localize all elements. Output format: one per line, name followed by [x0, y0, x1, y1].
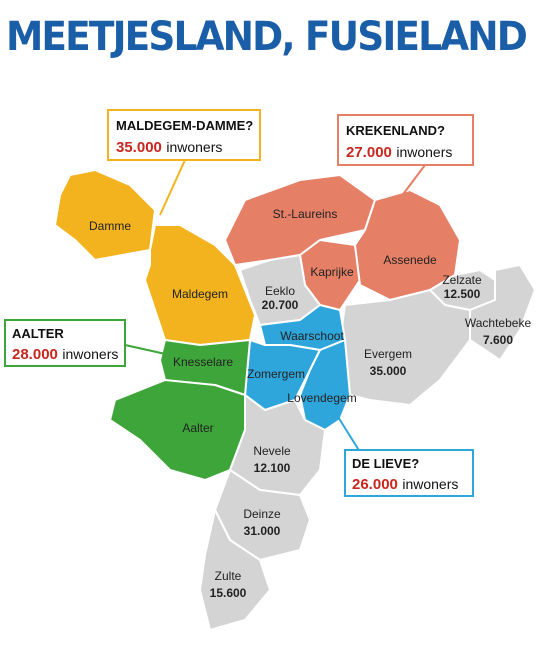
callout: KREKENLAND? 27.000 inwoners [337, 114, 474, 206]
label: Waarschoot [280, 329, 344, 343]
callout-unit: inwoners [402, 476, 458, 492]
callout-box [4, 319, 126, 367]
callout-number: 35.000 [116, 139, 162, 156]
callout: AALTER 28.000 inwoners [4, 319, 171, 367]
label: Deinze [243, 507, 281, 521]
callout-unit: inwoners [62, 346, 118, 362]
population: 20.700 [262, 298, 299, 312]
title: MEETJESLAND, FUSIELAND [6, 14, 527, 60]
label: Eeklo [265, 284, 295, 298]
population: 31.000 [244, 524, 281, 538]
label: Wachtebeke [465, 316, 532, 330]
callout-number: 27.000 [346, 144, 392, 161]
callout-box [107, 109, 261, 161]
callout-name: MALDEGEM-DAMME? [116, 118, 253, 133]
regions [54, 169, 536, 631]
leader-line [334, 411, 361, 453]
region-zulte [199, 509, 271, 631]
callout-name: AALTER [12, 326, 64, 341]
callout-unit: inwoners [396, 144, 452, 160]
label: Kaprijke [310, 265, 354, 279]
label: Zelzate [442, 273, 482, 287]
label: Nevele [253, 444, 291, 458]
leader-line [124, 344, 171, 356]
region-wachtebeke [469, 264, 536, 361]
callout-box [344, 449, 474, 497]
callout-number: 26.000 [352, 476, 398, 493]
callout: DE LIEVE? 26.000 inwoners [334, 411, 474, 497]
label: Lovendegem [287, 391, 356, 405]
callout: MALDEGEM-DAMME? 35.000 inwoners [107, 109, 261, 216]
label: Zulte [215, 569, 242, 583]
label: Damme [89, 219, 131, 233]
population: 7.600 [483, 333, 513, 347]
region-nevele [229, 394, 326, 496]
population: 12.500 [444, 287, 481, 301]
region-damme [54, 169, 156, 261]
callout-number: 28.000 [12, 346, 58, 363]
label: Aalter [182, 421, 213, 435]
label: Assenede [383, 253, 437, 267]
label: Zomergem [247, 367, 305, 381]
region-aalter [109, 379, 246, 481]
label: St.-Laureins [273, 207, 338, 221]
callout-population: 28.000 inwoners [12, 346, 118, 363]
leader-line [159, 159, 186, 216]
population: 12.100 [254, 461, 291, 475]
callout-name: KREKENLAND? [346, 123, 445, 138]
callout-population: 27.000 inwoners [346, 144, 452, 161]
callout-unit: inwoners [166, 139, 222, 155]
population: 35.000 [370, 364, 407, 378]
municipality-labels: Damme Maldegem St.-Laureins Kaprijke Ass… [89, 207, 531, 600]
population: 15.600 [210, 586, 247, 600]
label: Maldegem [172, 287, 228, 301]
callout-population: 26.000 inwoners [352, 476, 458, 493]
callout-name: DE LIEVE? [352, 456, 419, 471]
leader-line [394, 164, 426, 206]
callout-box [337, 114, 474, 166]
label: Knesselare [173, 355, 233, 369]
label: Evergem [364, 347, 412, 361]
callout-population: 35.000 inwoners [116, 139, 222, 156]
